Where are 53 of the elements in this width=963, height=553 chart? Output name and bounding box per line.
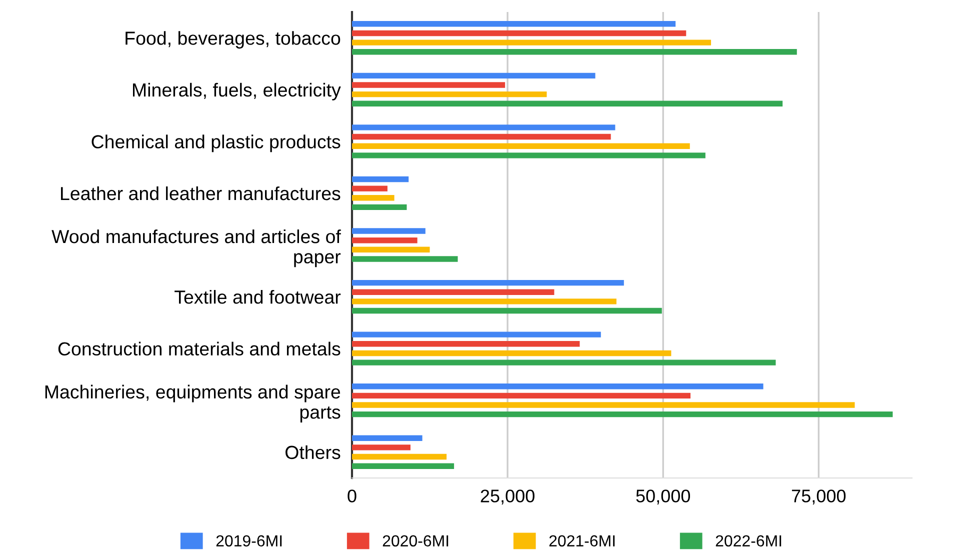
bar	[352, 384, 764, 390]
bar	[352, 82, 506, 88]
x-tick-label: 50,000	[636, 490, 690, 505]
bar	[352, 124, 616, 130]
bar	[352, 195, 394, 201]
legend-label: 2021-6MI	[549, 535, 615, 547]
bar	[352, 360, 776, 366]
bar	[352, 40, 712, 46]
bar	[352, 237, 418, 244]
bar	[352, 21, 676, 27]
x-tick-label: 0	[348, 490, 356, 502]
bar	[352, 246, 430, 253]
y-tick-label: Textile and footwear	[174, 290, 341, 304]
bar	[352, 444, 410, 450]
x-tick-label: 25,000	[480, 490, 534, 505]
bar	[352, 332, 601, 338]
bar	[352, 100, 783, 106]
bar	[352, 341, 580, 347]
y-tick-label: Wood manufactures and articles of paper	[52, 229, 341, 268]
bar	[352, 143, 690, 149]
y-tick-label: Leather and leather manufactures	[61, 186, 340, 200]
x-tick-label: 75,000	[792, 490, 846, 505]
bar	[352, 152, 706, 158]
bar	[352, 392, 690, 399]
bar	[352, 186, 388, 192]
bar	[352, 280, 624, 286]
bar	[352, 454, 447, 460]
legend-label: 2020-6MI	[382, 535, 448, 547]
bar	[352, 228, 426, 234]
bar	[352, 49, 797, 55]
bar	[352, 298, 616, 304]
y-tick-label: Others	[286, 445, 340, 460]
bar	[352, 435, 422, 441]
y-tick-label: Construction materials and metals	[58, 342, 340, 356]
bar	[352, 289, 554, 295]
bar	[352, 134, 611, 140]
legend-label: 2019-6MI	[216, 535, 282, 547]
y-tick-label: Chemical and plastic products	[92, 134, 340, 152]
bar	[352, 30, 686, 36]
bar	[352, 91, 547, 98]
legend-label: 2022-6MI	[716, 535, 782, 547]
bar	[352, 176, 409, 182]
y-tick-label: Food, beverages, tobacco	[126, 31, 340, 49]
bar	[352, 308, 662, 314]
bar	[352, 411, 893, 418]
bar	[352, 350, 672, 356]
bar	[352, 463, 454, 469]
bar	[352, 402, 855, 408]
bar	[352, 256, 458, 262]
y-tick-label: Machineries, equipments and spare parts	[45, 384, 340, 422]
bar	[352, 72, 596, 79]
bar	[352, 204, 407, 210]
y-tick-label: Minerals, fuels, electricity	[133, 82, 341, 100]
